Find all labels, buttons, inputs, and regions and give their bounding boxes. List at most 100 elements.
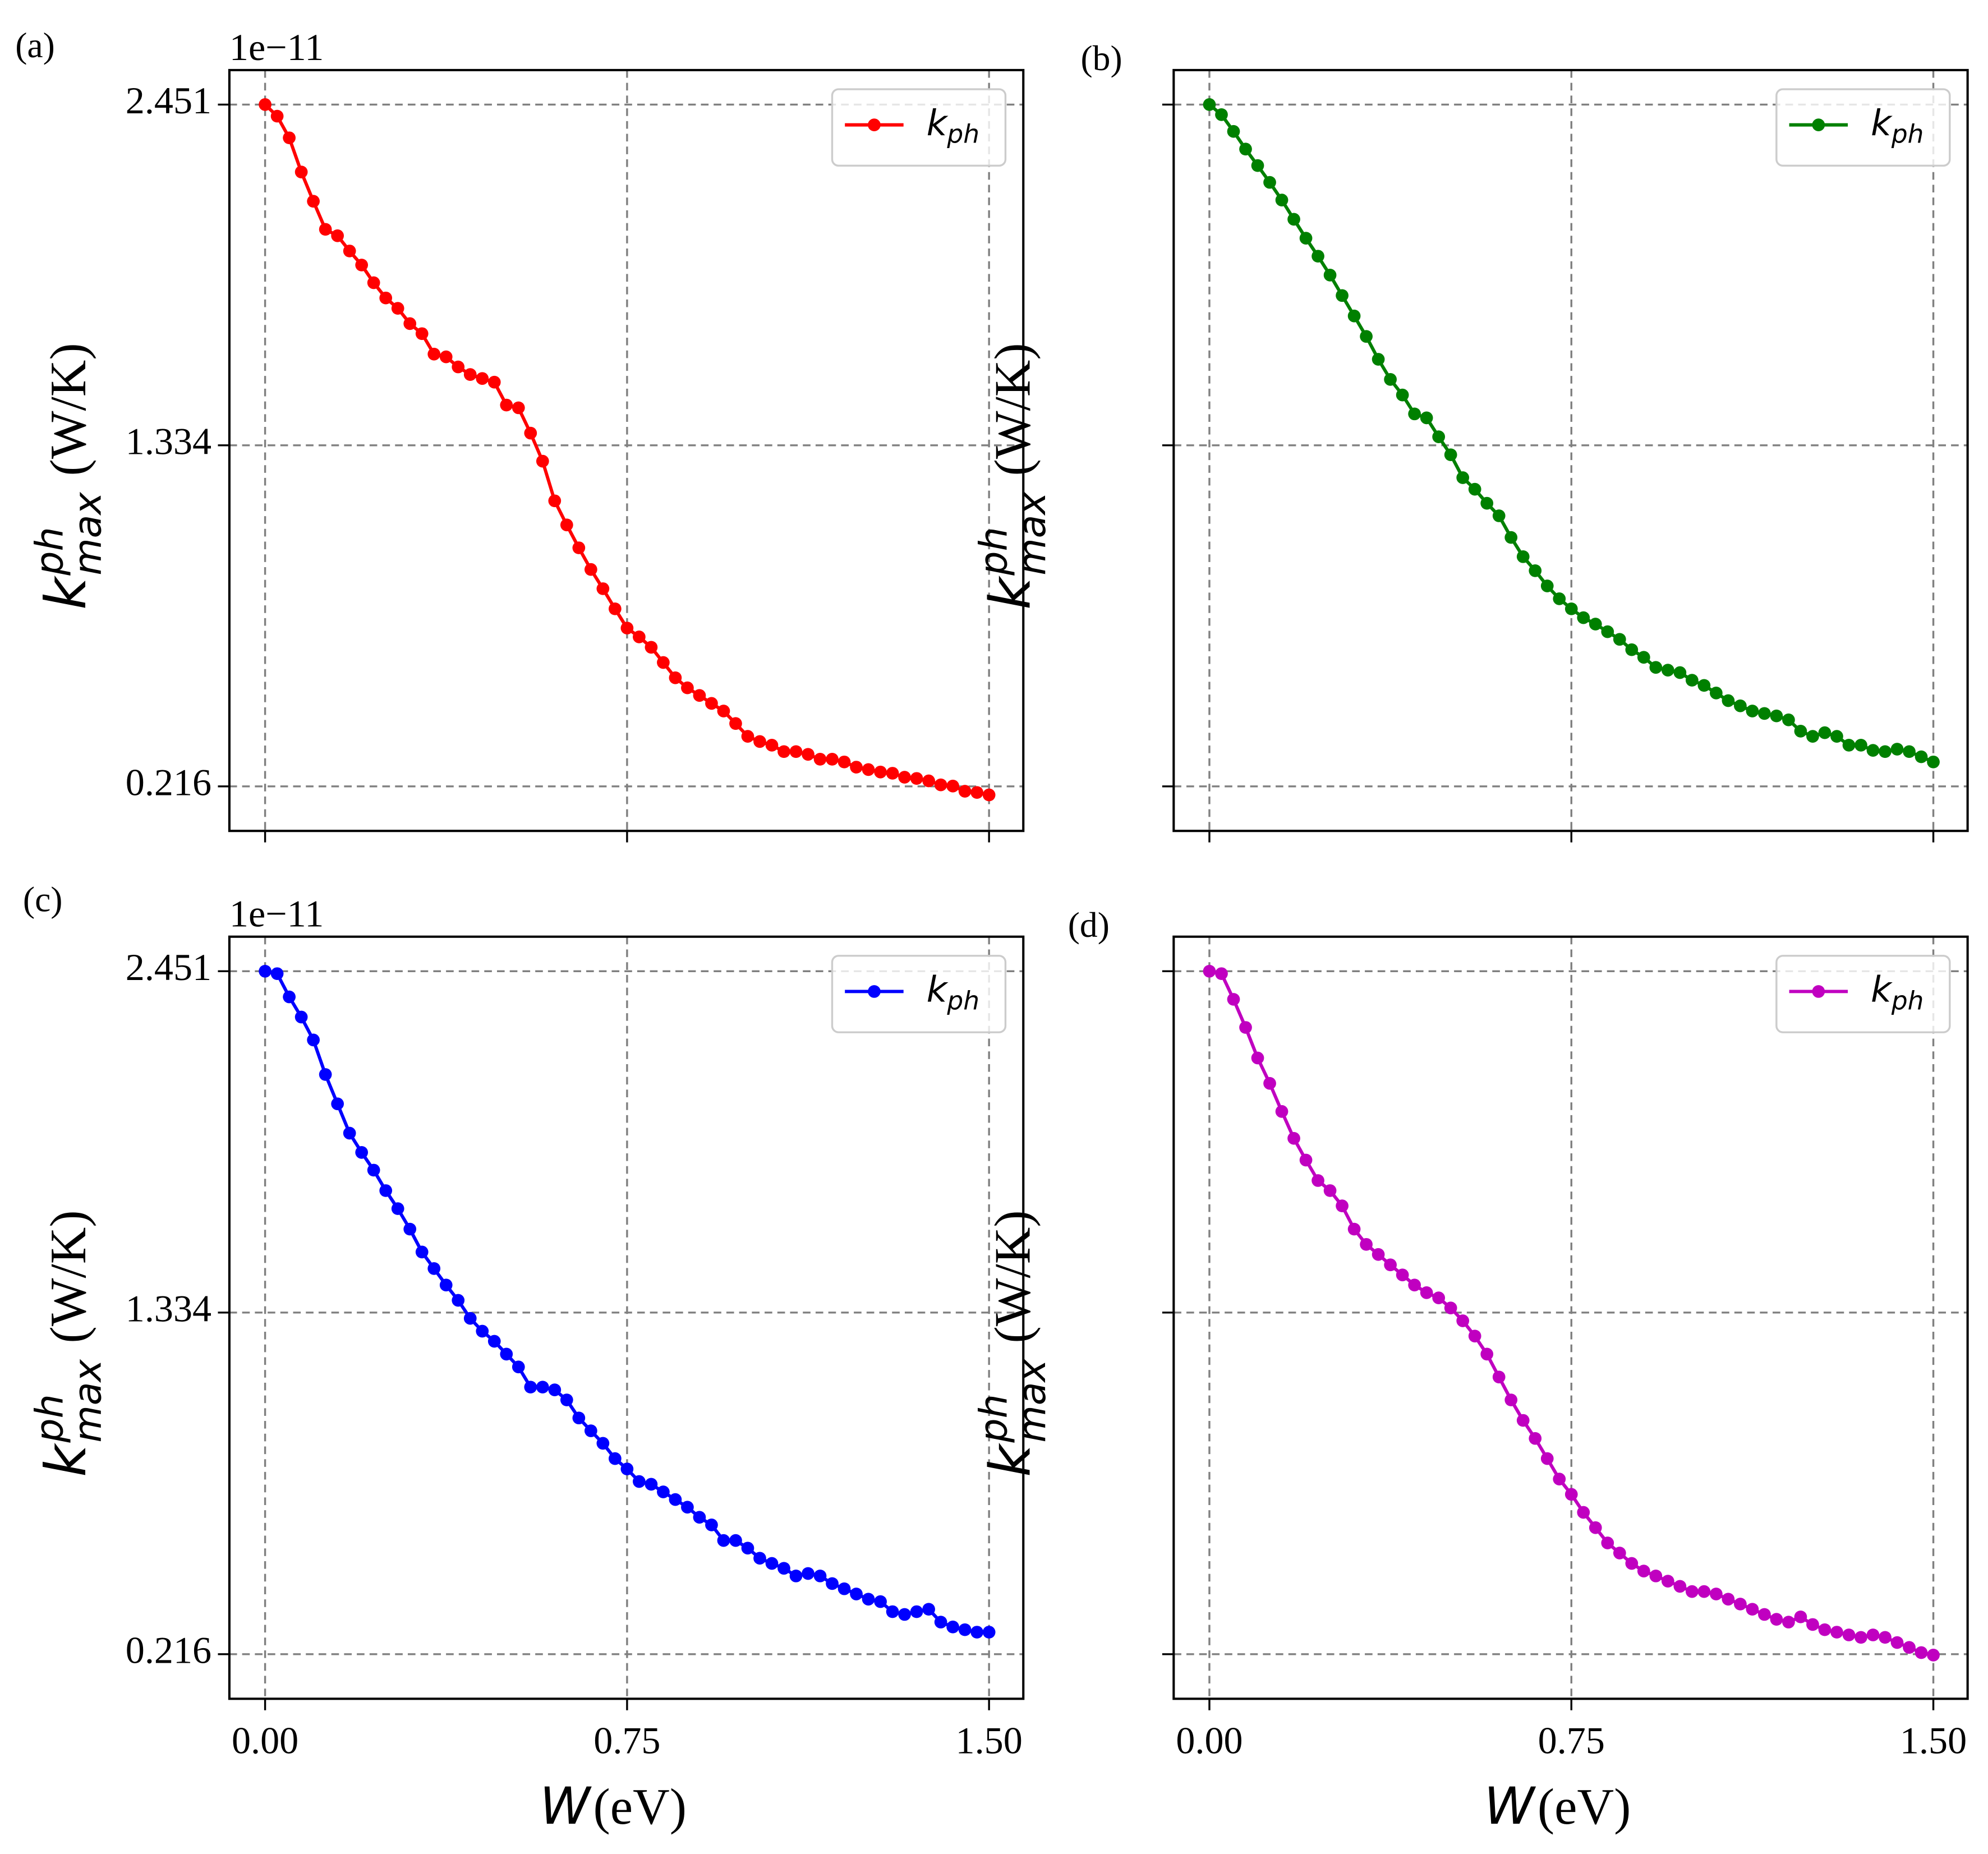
point: [1215, 967, 1228, 981]
point: [693, 1511, 706, 1524]
point: [1722, 694, 1735, 707]
point: [1866, 744, 1880, 757]
y-tick-label: 2.451: [126, 79, 211, 122]
point: [1504, 1393, 1518, 1406]
legend-box: [831, 955, 1007, 1033]
point: [500, 1347, 513, 1361]
y-label-sub: max: [66, 1359, 110, 1443]
legend-label: kph: [927, 969, 979, 1016]
point: [487, 375, 501, 389]
point: [1710, 687, 1723, 700]
point: [1287, 213, 1300, 226]
panel-label: (c): [23, 879, 63, 919]
point: [1275, 1105, 1288, 1118]
point: [1540, 579, 1554, 592]
point: [1915, 1646, 1928, 1659]
point: [922, 774, 935, 788]
legend-marker: [1812, 118, 1825, 131]
point: [789, 1569, 803, 1582]
point: [1710, 1588, 1723, 1600]
offset-label: 1e−11: [229, 26, 324, 68]
point: [524, 1381, 537, 1394]
point: [1613, 1547, 1626, 1559]
point: [1625, 643, 1639, 656]
point: [1432, 430, 1446, 443]
point: [802, 1567, 814, 1580]
axes-frame: [1172, 935, 1969, 1700]
point: [1746, 705, 1759, 717]
point: [487, 1335, 501, 1348]
point: [1577, 1506, 1590, 1519]
point: [379, 291, 393, 305]
point: [1203, 98, 1216, 111]
point: [1263, 176, 1276, 189]
axes-frame: [228, 68, 1025, 832]
point: [958, 1623, 972, 1636]
point: [1927, 1649, 1940, 1662]
point: [777, 745, 790, 758]
point: [1782, 1616, 1795, 1628]
y-label-unit: (W/K): [984, 1210, 1041, 1343]
point: [910, 772, 923, 785]
point: [343, 245, 356, 257]
point: [1529, 564, 1542, 577]
point: [536, 1381, 549, 1394]
point: [1456, 471, 1470, 484]
point: [1347, 1222, 1361, 1236]
point: [1601, 625, 1614, 638]
point: [1227, 125, 1240, 138]
y-label-sup: ph: [27, 527, 72, 576]
point: [1890, 743, 1904, 756]
point: [729, 1534, 742, 1547]
point: [1637, 1565, 1650, 1577]
point: [898, 771, 911, 784]
point: [1227, 993, 1240, 1006]
point: [741, 1542, 754, 1555]
point: [681, 681, 694, 694]
point: [1915, 750, 1928, 763]
point: [1553, 592, 1566, 605]
point: [500, 398, 513, 412]
legend-box: [831, 88, 1007, 167]
point: [1372, 1248, 1385, 1261]
point: [476, 1324, 489, 1338]
point: [1275, 194, 1288, 206]
point: [1818, 1623, 1831, 1636]
point: [391, 1202, 404, 1215]
point: [1782, 713, 1795, 726]
point: [584, 1424, 597, 1437]
point: [681, 1501, 694, 1514]
point: [1311, 1174, 1324, 1187]
point: [367, 276, 380, 289]
point: [813, 1569, 827, 1582]
point: [1323, 269, 1337, 282]
point: [620, 1462, 634, 1476]
point: [307, 195, 320, 208]
point: [741, 730, 754, 743]
point: [1420, 411, 1433, 425]
point: [1625, 1557, 1639, 1570]
point: [910, 1605, 923, 1618]
point: [1758, 1608, 1771, 1621]
point: [934, 778, 947, 792]
point: [898, 1608, 911, 1621]
point: [862, 1593, 875, 1606]
point: [850, 1588, 863, 1600]
point: [452, 1294, 465, 1307]
point: [1649, 1569, 1663, 1582]
point: [717, 705, 730, 717]
point: [802, 748, 814, 761]
point: [331, 1097, 344, 1111]
point: [1879, 1631, 1892, 1644]
point: [560, 518, 573, 532]
point: [1299, 232, 1313, 245]
point: [1890, 1636, 1904, 1649]
point: [1408, 1278, 1421, 1292]
point: [609, 1452, 622, 1465]
point: [1686, 674, 1699, 687]
